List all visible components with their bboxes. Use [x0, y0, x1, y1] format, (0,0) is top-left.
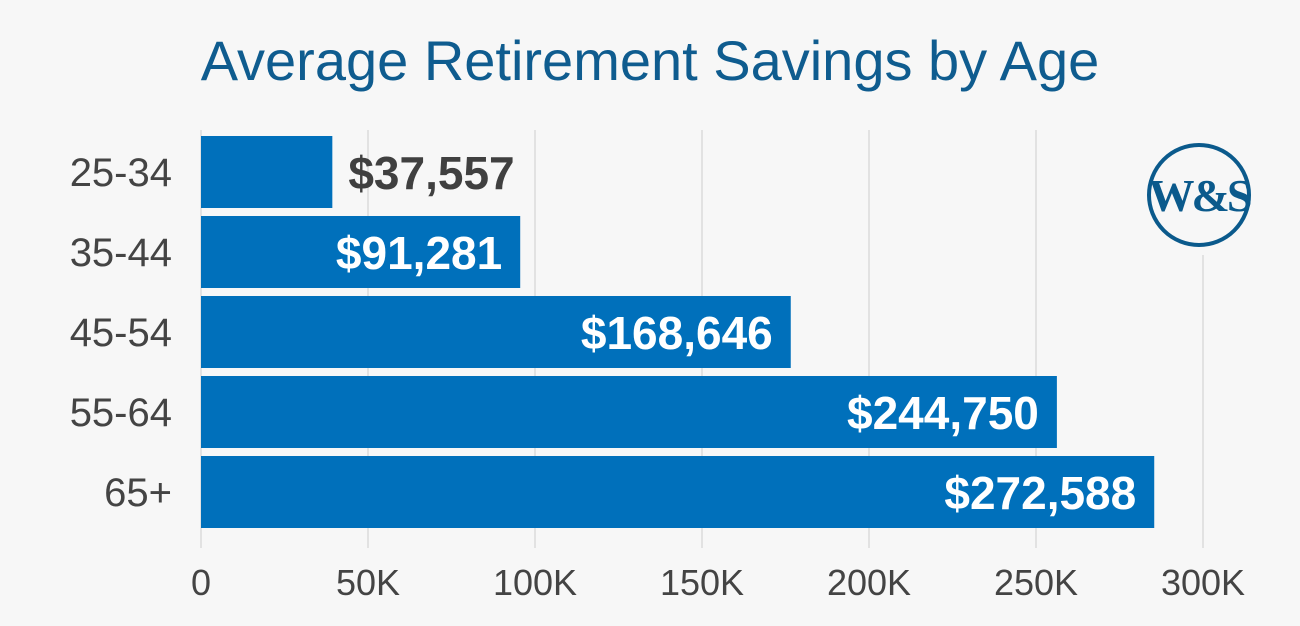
- category-label: 45-54: [70, 311, 172, 355]
- category-label: 35-44: [70, 231, 172, 275]
- data-label: $244,750: [847, 387, 1039, 439]
- category-label: 65+: [104, 471, 172, 515]
- bar: [201, 376, 1057, 448]
- x-tick-label: 200K: [827, 562, 911, 603]
- data-label: $37,557: [348, 147, 514, 199]
- data-labels: $37,557 $91,281 $168,646 $244,750 $272,588: [336, 147, 1136, 519]
- x-tick-label: 0: [191, 562, 211, 603]
- bars: [201, 136, 1155, 528]
- bar: [201, 216, 521, 288]
- logo: W&S: [1147, 143, 1254, 247]
- x-tick-label: 150K: [660, 562, 744, 603]
- category-label: 25-34: [70, 151, 172, 195]
- x-tick-label: 100K: [493, 562, 577, 603]
- chart-title: Average Retirement Savings by Age: [201, 29, 1100, 92]
- x-tick-label: 300K: [1161, 562, 1245, 603]
- category-label: 55-64: [70, 391, 172, 435]
- data-label: $272,588: [944, 467, 1136, 519]
- logo-circle: [1147, 143, 1251, 247]
- logo-text: W&S: [1149, 170, 1251, 221]
- x-tick-label: 50K: [336, 562, 400, 603]
- x-axis-tick-labels: 0 50K 100K 150K 200K 250K 300K: [191, 562, 1245, 603]
- data-label: $168,646: [581, 307, 773, 359]
- bar: [201, 456, 1155, 528]
- category-labels: 25-34 35-44 45-54 55-64 65+: [70, 151, 172, 515]
- data-label: $91,281: [336, 227, 502, 279]
- bar: [201, 136, 333, 208]
- x-tick-label: 250K: [994, 562, 1078, 603]
- bar: [201, 296, 791, 368]
